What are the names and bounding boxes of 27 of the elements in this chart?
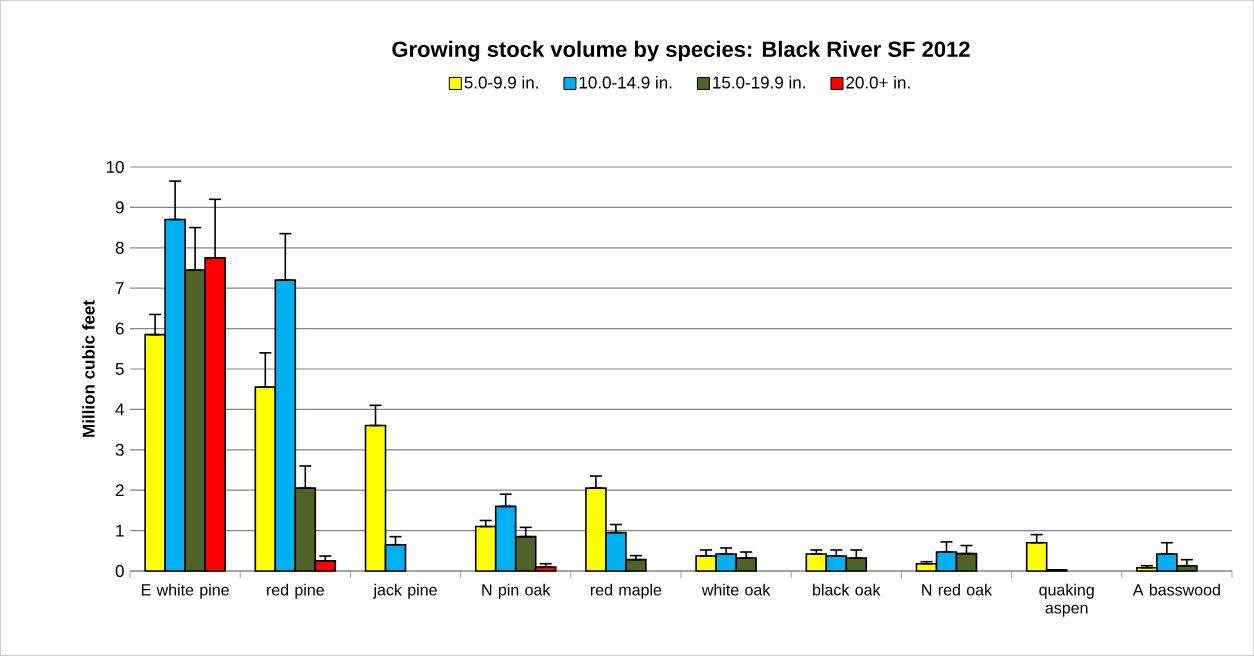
y-axis-title: Million cubic feet <box>82 300 95 437</box>
x-tick-label: A basswood <box>1132 583 1220 596</box>
x-tick-label: black oak <box>813 583 881 596</box>
y-tick-label: 6 <box>115 322 124 335</box>
y-tick-label: 1 <box>116 524 124 537</box>
legend-label: 5.0-9.9 in. <box>464 76 538 89</box>
x-tick-label: quaking aspen <box>1039 583 1094 617</box>
y-tick-label: 4 <box>115 403 124 416</box>
x-tick-label: E white pine <box>141 583 229 599</box>
y-tick-label: 2 <box>115 484 124 497</box>
y-tick-label: 0 <box>115 564 124 578</box>
y-tick-label: 7 <box>115 282 124 295</box>
y-tick-label: 3 <box>115 443 124 456</box>
x-tick-label: red maple <box>590 583 662 599</box>
y-tick-label: 10 <box>106 160 124 174</box>
legend-label: 10.0-14.9 in. <box>579 76 672 89</box>
legend-label: 15.0-19.9 in. <box>713 76 805 89</box>
x-tick-label: jack pine <box>373 583 437 599</box>
y-tick-label: 5 <box>115 363 124 375</box>
x-tick-label: white oak <box>701 583 771 596</box>
x-tick-label: red pine <box>267 583 324 599</box>
x-tick-label: N pin oak <box>482 583 551 599</box>
y-tick-label: 8 <box>115 241 124 254</box>
legend-label: 20.0+ in. <box>846 76 910 89</box>
x-tick-label: N red oak <box>922 583 993 596</box>
y-tick-label: 9 <box>115 201 124 214</box>
chart-title: Growing stock volume by species: Black River SF 2012 <box>392 40 970 62</box>
